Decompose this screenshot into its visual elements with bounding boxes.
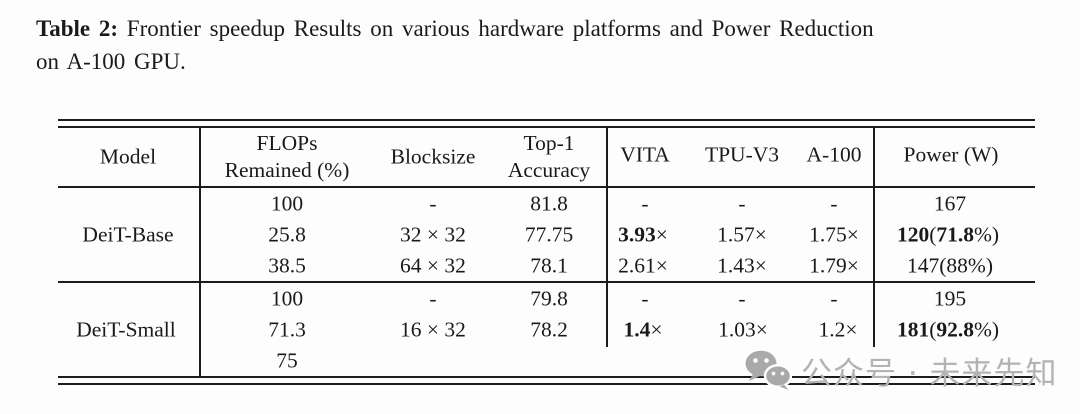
- group-label-deit-small: DeiT-Small: [76, 317, 176, 342]
- header-model: Model: [99, 144, 157, 169]
- cell-vita: -: [641, 191, 649, 216]
- caption-line2: on A-100 GPU.: [36, 49, 186, 74]
- header-flops: FLOPs Remained (%): [225, 130, 350, 184]
- cell-flops: 100: [270, 286, 304, 311]
- cell-power-bold2: 71.8: [936, 222, 974, 247]
- cell-top1: 77.75: [524, 222, 574, 247]
- header-top1: Top-1 Accuracy: [508, 130, 590, 184]
- cell-a100: 1.79×: [809, 253, 859, 278]
- vrule-model: [199, 128, 201, 376]
- cell-blocksize: -: [429, 191, 437, 216]
- cell-top1: 78.2: [530, 317, 568, 342]
- cell-vita: -: [641, 286, 649, 311]
- group-rule: [58, 281, 1035, 283]
- header-vita: VITA: [620, 142, 670, 167]
- cell-top1: 79.8: [530, 286, 568, 311]
- cell-vita: 1.4×: [623, 319, 662, 341]
- top-rule-2: [58, 126, 1035, 128]
- watermark-text: 公众号 · 未来先知: [801, 355, 1058, 392]
- cell-flops: 71.3: [268, 317, 306, 342]
- cell-tpu-v3: 1.43×: [717, 253, 767, 278]
- cell-a100: -: [830, 286, 838, 311]
- bottom-rule-2: [58, 383, 1035, 385]
- cell-flops: 100: [270, 191, 304, 216]
- cell-tpu-v3: -: [738, 286, 746, 311]
- cell-power: 147(88%): [907, 253, 993, 278]
- bottom-rule-1: [58, 376, 1035, 378]
- cell-a100: -: [830, 191, 838, 216]
- cell-power-mid: (: [929, 222, 937, 247]
- cell-vita-bold: 1.4: [623, 317, 651, 342]
- cell-tpu-v3: -: [738, 191, 746, 216]
- header-top1-line2: Accuracy: [507, 158, 591, 182]
- cell-vita-suffix: ×: [650, 317, 663, 342]
- cell-power: 181(92.8%): [897, 319, 999, 341]
- header-power: Power (W): [903, 142, 999, 167]
- vrule-power: [873, 128, 875, 347]
- top-rule-1: [58, 119, 1035, 121]
- header-top1-line1: Top-1: [523, 131, 575, 155]
- cell-power-bold1: 120: [896, 222, 930, 247]
- cell-power-mid: (: [929, 317, 937, 342]
- cell-tpu-v3: 1.57×: [717, 222, 767, 247]
- cell-power: 167: [933, 191, 967, 216]
- cell-blocksize: 32 × 32: [400, 222, 466, 247]
- cell-flops: 38.5: [268, 253, 306, 278]
- cell-flops: 25.8: [268, 222, 306, 247]
- header-blocksize: Blocksize: [390, 144, 476, 169]
- header-rule: [58, 186, 1035, 188]
- cell-vita-suffix: ×: [655, 222, 668, 247]
- cell-power: 120(71.8%): [897, 224, 999, 246]
- cell-blocksize: -: [429, 286, 437, 311]
- group-label-deit-base: DeiT-Base: [82, 222, 174, 247]
- cell-blocksize: 16 × 32: [400, 317, 466, 342]
- wechat-icon: [744, 349, 793, 391]
- cell-vita: 2.61×: [618, 253, 668, 278]
- cell-top1: 81.8: [530, 191, 568, 216]
- cell-a100: 1.75×: [809, 222, 859, 247]
- vrule-accuracy: [606, 128, 608, 347]
- watermark: 公众号 · 未来先知: [744, 344, 1058, 396]
- header-a100: A-100: [806, 142, 862, 167]
- cell-power-bold1: 181: [896, 317, 930, 342]
- header-tpu-v3: TPU-V3: [704, 142, 780, 167]
- cell-flops: 75: [276, 348, 298, 373]
- caption-line1: Frontier speedup Results on various hard…: [126, 16, 874, 41]
- cell-top1: 78.1: [530, 253, 568, 278]
- cell-blocksize: 64 × 32: [400, 253, 466, 278]
- cell-tpu-v3: 1.03×: [718, 317, 768, 342]
- caption-label: Table 2:: [36, 16, 119, 41]
- header-flops-line1: FLOPs: [256, 131, 318, 155]
- cell-power-bold2: 92.8: [936, 317, 974, 342]
- cell-vita-bold: 3.93: [618, 222, 656, 247]
- header-flops-line2: Remained (%): [224, 158, 350, 182]
- cell-power: 195: [933, 286, 967, 311]
- cell-power-end: %): [973, 222, 1000, 247]
- cell-vita: 3.93×: [618, 224, 668, 246]
- cell-power-end: %): [973, 317, 1000, 342]
- table-caption: Table 2: Frontier speedup Results on var…: [36, 12, 1051, 78]
- cell-a100: 1.2×: [818, 317, 858, 342]
